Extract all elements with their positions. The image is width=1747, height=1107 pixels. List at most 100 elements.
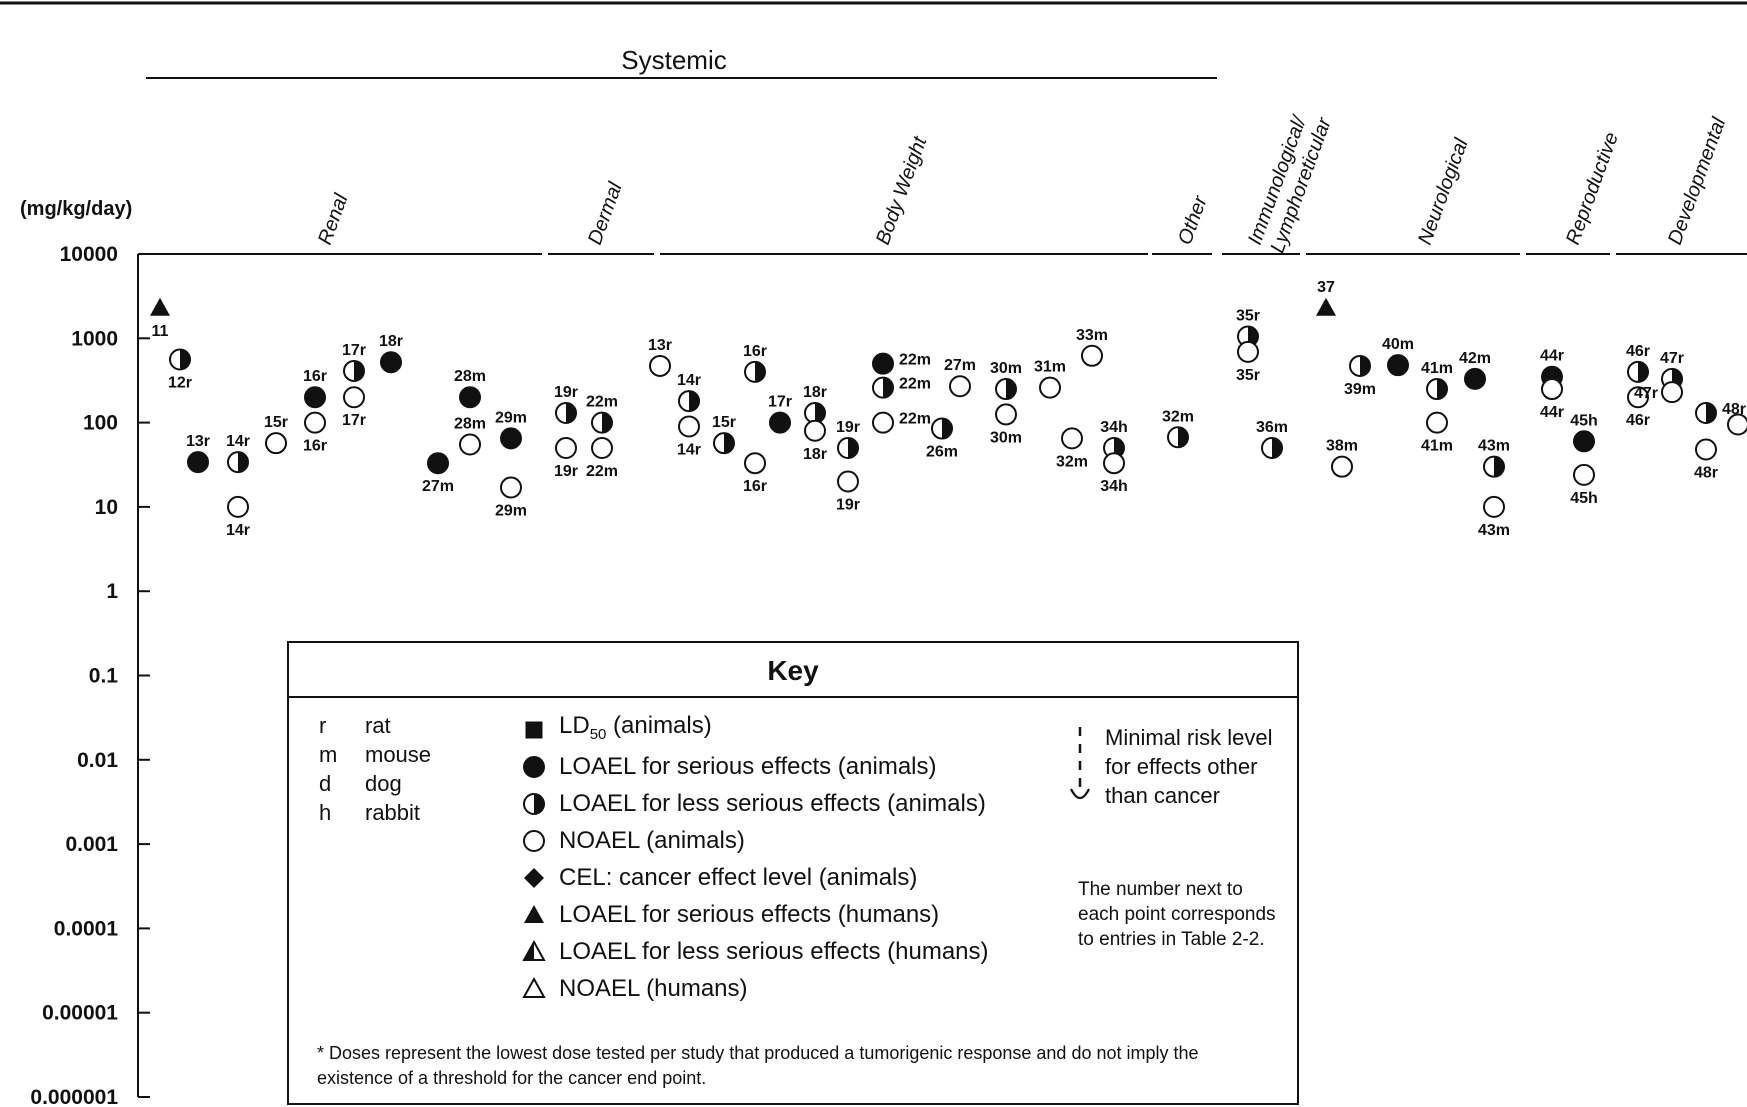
data-point-label: 28m [454,415,486,432]
symbol-row: LOAEL for less serious effects (animals) [521,785,989,822]
data-point [678,390,700,413]
species-name: dog [365,771,402,796]
data-point-label: 42m [1459,350,1491,367]
symbol-label: LOAEL for less serious effects (animals) [559,790,986,817]
data-point [1695,401,1717,424]
symbol-row: NOAEL (humans) [521,970,989,1007]
data-point-label: 22m [899,376,931,393]
data-point-label: 35r [1236,367,1260,384]
symbol-marker [522,976,546,998]
data-point-label: 36m [1256,419,1288,436]
symbol-swatch [521,828,559,854]
data-point [744,360,766,383]
data-point [1483,495,1505,518]
data-point [591,436,613,459]
data-point [1661,381,1683,404]
data-point-label: 34h [1100,419,1128,436]
symbol-label: NOAEL (humans) [559,975,748,1002]
data-point [1081,344,1103,367]
data-point [187,451,209,474]
data-point-label: 14r [226,522,250,539]
data-point-label: 47r [1660,350,1684,367]
category-label: Other [1174,192,1212,248]
data-point-label: 31m [1034,359,1066,376]
data-point [265,432,287,455]
data-point [1541,378,1563,401]
key-title: Key [767,655,819,686]
data-point-label: 17r [768,394,792,411]
data-point [872,352,894,375]
symbol-marker [523,792,545,815]
y-tick-label: 1000 [71,327,118,350]
data-point [949,375,971,398]
data-point-label: 45h [1570,490,1598,507]
data-point [713,432,735,455]
mrl-label: Minimal risk level for effects other tha… [1105,725,1273,808]
species-name: rabbit [365,800,421,825]
cancer-footnote: * Doses represent the lowest dose tested… [317,1043,1199,1088]
y-axis-label: (mg/kg/day) [20,198,132,220]
data-point-label: 14r [677,372,701,389]
data-point-label: 26m [926,444,958,461]
data-point-label: 38m [1326,438,1358,455]
data-point [1103,452,1125,475]
y-tick-label: 0.0001 [54,917,119,940]
data-point-label: 34h [1100,478,1128,495]
data-point [1627,386,1649,409]
data-point [500,476,522,499]
data-point-label: 35r [1236,308,1260,325]
data-point [1061,427,1083,450]
data-point [995,403,1017,426]
data-point-label: 16r [743,478,767,495]
species-abbr: r [319,713,327,738]
data-point [500,427,522,450]
data-point [1727,413,1747,436]
data-point-label: 43m [1478,438,1510,455]
data-point [1103,436,1125,459]
symbol-swatch [521,902,559,928]
y-tick-label: 100 [83,412,118,435]
data-point-label: 46r [1626,343,1650,360]
half-filled-circle-icon [523,792,545,815]
species-name: mouse [365,742,432,767]
symbol-row: LOAEL for less serious effects (humans) [521,933,989,970]
symbol-row: LOAEL for serious effects (animals) [521,748,989,785]
data-point [343,386,365,409]
symbol-list: LD50 (animals) LOAEL for serious effects … [521,711,989,1007]
species-row: m mouse [319,740,431,769]
filled-square-icon [525,721,543,738]
species-abbr: m [319,742,338,767]
data-point-label: 29m [495,502,527,519]
species-list: r rat m mouse d dog h rabbit [319,711,431,827]
data-point-label: 16r [743,343,767,360]
data-point [459,386,481,409]
data-point [427,452,449,475]
data-point [837,470,859,493]
key-divider [289,696,1297,698]
data-point [1426,411,1448,434]
data-point [555,401,577,424]
y-tick-label: 0.001 [65,833,118,856]
data-point [555,436,577,459]
symbol-swatch [521,939,559,965]
data-point [343,359,365,382]
dashed-arrow-icon [1070,727,1090,800]
data-point-label: 22m [586,463,618,480]
y-tick-label: 0.1 [89,665,119,688]
symbol-label: NOAEL (animals) [559,827,745,854]
data-point-label: 41m [1421,360,1453,377]
data-point-label: 19r [836,419,860,436]
symbol-swatch [521,865,559,891]
category-label: Dermal [584,179,627,248]
data-point-label: 27m [944,357,976,374]
data-point-label: 33m [1076,327,1108,344]
group-label-systemic: Systemic [621,45,726,75]
symbol-marker [524,867,544,888]
data-point [1331,455,1353,478]
data-point-label: 22m [899,352,931,369]
symbol-swatch [521,791,559,817]
data-point-label: 48r [1694,464,1718,481]
data-point-label: 47r [1634,385,1658,402]
species-row: d dog [319,769,431,798]
